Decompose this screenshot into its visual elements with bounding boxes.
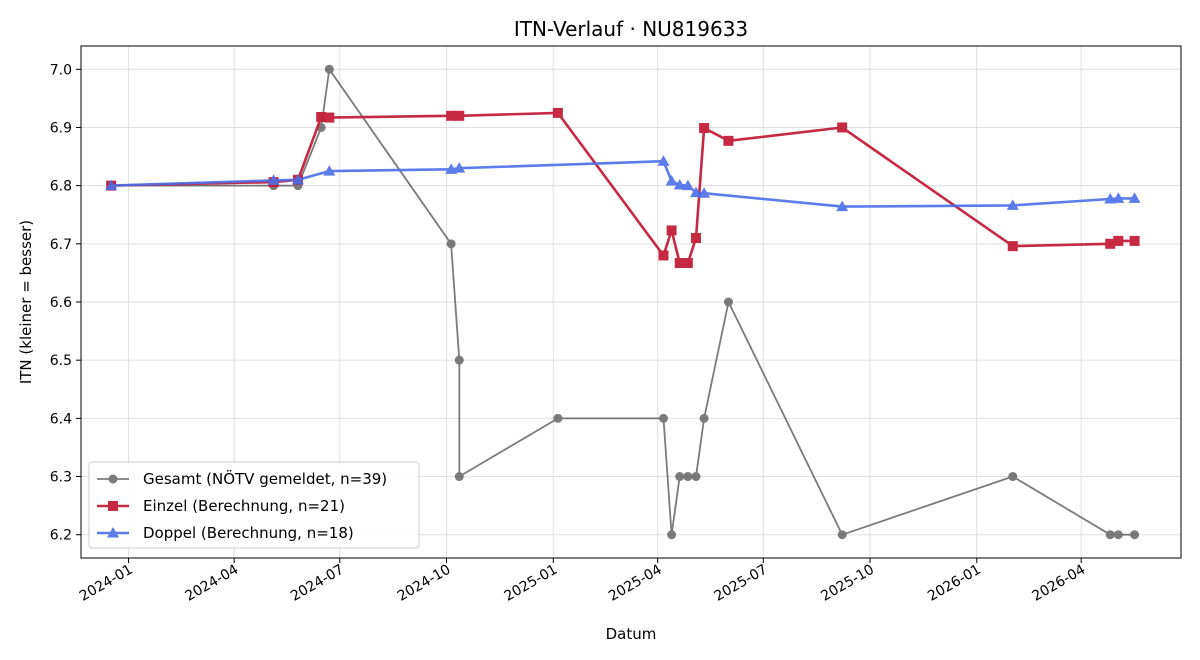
y-tick-label: 6.7 — [50, 237, 72, 253]
data-point — [1105, 530, 1115, 540]
data-point — [446, 110, 457, 121]
data-point — [1007, 241, 1018, 252]
y-tick-label: 6.5 — [50, 353, 72, 369]
x-tick-label: 2025-07 — [712, 562, 771, 605]
data-point — [323, 165, 336, 176]
x-tick-label: 2024-04 — [183, 562, 242, 605]
x-axis-label: Datum — [606, 625, 657, 643]
x-tick-label: 2025-04 — [606, 562, 665, 605]
legend-marker — [107, 527, 119, 538]
data-point — [690, 233, 701, 243]
chart-title: ITN-Verlauf · NU819633 — [514, 17, 748, 41]
y-tick-label: 6.4 — [50, 411, 72, 427]
series-circle — [106, 64, 1140, 540]
legend-marker — [108, 501, 118, 511]
data-point — [453, 162, 466, 173]
data-point — [658, 413, 668, 423]
legend-marker — [108, 474, 118, 484]
data-point — [682, 258, 693, 269]
legend: Gesamt (NÖTV gemeldet, n=39) Einzel (Bere… — [88, 461, 420, 549]
legend-box — [88, 461, 420, 549]
data-point — [1113, 530, 1123, 540]
data-point — [1130, 530, 1140, 540]
data-point — [324, 112, 335, 123]
x-tick-label: 2024-07 — [288, 562, 347, 605]
data-point — [658, 250, 669, 261]
y-tick-label: 7.0 — [50, 62, 72, 78]
data-point — [836, 200, 849, 212]
data-point — [553, 413, 563, 423]
y-tick-label: 6.2 — [50, 528, 72, 544]
data-point — [552, 107, 563, 118]
x-axis-ticks: 2024-01 2024-04 2024-07 2024-10 2025-01 2025-… — [77, 558, 1088, 605]
data-point — [446, 239, 456, 249]
data-point — [699, 123, 710, 134]
data-point — [698, 187, 711, 198]
data-point — [675, 472, 685, 482]
series-triangle — [105, 155, 1141, 212]
data-point — [691, 472, 701, 482]
data-point — [699, 413, 709, 423]
data-point — [1113, 235, 1124, 246]
data-point — [105, 179, 118, 191]
legend-entry — [97, 501, 129, 511]
grid — [81, 46, 1181, 558]
y-tick-label: 6.8 — [50, 179, 72, 195]
data-point — [454, 355, 464, 365]
data-point — [683, 472, 693, 482]
data-point — [1129, 235, 1140, 246]
data-point — [723, 135, 734, 146]
x-tick-label: 2024-10 — [395, 562, 454, 605]
data-point — [667, 530, 677, 540]
data-point — [666, 225, 677, 236]
legend-entry — [97, 527, 129, 538]
data-point — [454, 472, 464, 482]
data-point — [1006, 199, 1019, 210]
y-axis-ticks: 6.2 6.3 6.4 6.5 6.6 6.7 6.8 6.9 7.0 — [50, 62, 81, 544]
y-axis-label: ITN (kleiner = besser) — [17, 220, 35, 384]
data-point — [1104, 193, 1117, 204]
data-point — [1105, 238, 1116, 249]
x-tick-label: 2026-04 — [1030, 562, 1089, 605]
data-point — [267, 174, 280, 185]
x-tick-label: 2025-01 — [502, 562, 561, 605]
data-point — [837, 122, 848, 133]
series-layer — [105, 64, 1141, 540]
x-tick-label: 2025-10 — [818, 562, 877, 605]
data-point — [657, 155, 670, 166]
data-point — [837, 530, 847, 540]
data-point — [689, 186, 702, 198]
legend-label: Doppel (Berechnung, n=18) — [143, 524, 354, 542]
data-point — [673, 179, 686, 190]
data-point — [665, 174, 678, 186]
y-tick-label: 6.6 — [50, 295, 72, 311]
data-point — [324, 64, 334, 74]
y-tick-label: 6.9 — [50, 120, 72, 136]
data-point — [454, 110, 465, 121]
data-point — [1112, 192, 1125, 203]
data-point — [316, 111, 327, 122]
data-point — [291, 173, 304, 185]
data-point — [1128, 192, 1141, 203]
data-point — [1008, 472, 1018, 482]
y-tick-label: 6.3 — [50, 470, 72, 486]
legend-label: Gesamt (NÖTV gemeldet, n=39) — [143, 469, 387, 488]
x-tick-label: 2024-01 — [77, 562, 136, 605]
data-point — [681, 179, 694, 191]
legend-label: Einzel (Berechnung, n=21) — [143, 497, 345, 515]
legend-entry — [97, 474, 129, 484]
x-tick-label: 2026-01 — [925, 562, 984, 605]
data-point — [723, 297, 733, 307]
series-line — [111, 111, 1135, 265]
data-point — [674, 258, 685, 269]
